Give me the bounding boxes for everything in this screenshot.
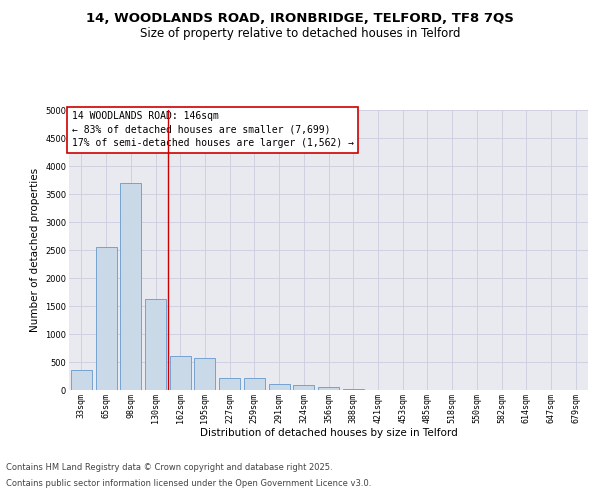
Bar [145,300,166,390]
Bar [120,183,141,390]
Text: 14 WOODLANDS ROAD: 146sqm
← 83% of detached houses are smaller (7,699)
17% of se: 14 WOODLANDS ROAD: 146sqm ← 83% of detac… [71,112,353,148]
Bar [269,384,290,390]
Bar [194,358,215,390]
Bar [293,385,314,390]
Bar [95,247,116,390]
Bar [170,356,191,390]
Bar [318,387,339,390]
Text: Size of property relative to detached houses in Telford: Size of property relative to detached ho… [140,28,460,40]
Text: 14, WOODLANDS ROAD, IRONBRIDGE, TELFORD, TF8 7QS: 14, WOODLANDS ROAD, IRONBRIDGE, TELFORD,… [86,12,514,26]
Bar [343,389,364,390]
Bar [244,378,265,390]
Bar [219,378,240,390]
Text: Contains HM Land Registry data © Crown copyright and database right 2025.: Contains HM Land Registry data © Crown c… [6,464,332,472]
X-axis label: Distribution of detached houses by size in Telford: Distribution of detached houses by size … [200,428,457,438]
Bar [71,370,92,390]
Y-axis label: Number of detached properties: Number of detached properties [29,168,40,332]
Text: Contains public sector information licensed under the Open Government Licence v3: Contains public sector information licen… [6,478,371,488]
